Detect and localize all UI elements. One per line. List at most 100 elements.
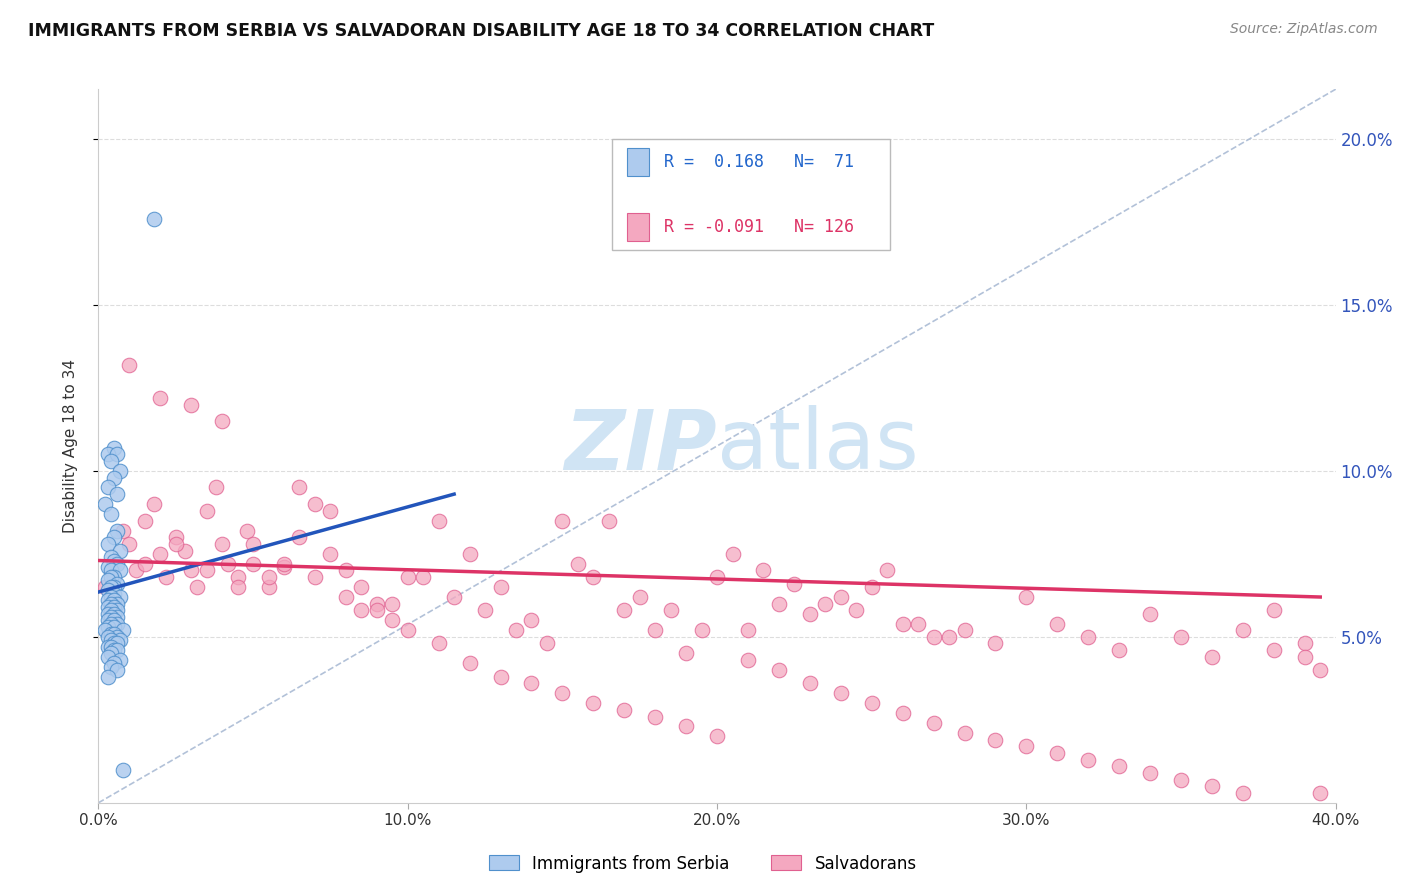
Point — [427, 636, 450, 650]
Point — [273, 560, 295, 574]
Point — [860, 580, 883, 594]
Point — [1201, 779, 1223, 793]
Point — [100, 640, 122, 654]
Point — [108, 590, 131, 604]
Point — [1139, 607, 1161, 621]
Point — [520, 676, 543, 690]
Point — [108, 653, 131, 667]
Point — [195, 564, 218, 578]
Point — [1077, 753, 1099, 767]
Point — [105, 597, 128, 611]
Point — [1046, 616, 1069, 631]
Point — [474, 603, 496, 617]
Point — [830, 590, 852, 604]
Point — [799, 607, 821, 621]
Point — [1294, 649, 1316, 664]
Point — [103, 613, 125, 627]
Point — [814, 597, 837, 611]
Point — [830, 686, 852, 700]
Point — [100, 633, 122, 648]
Point — [938, 630, 960, 644]
Point — [100, 507, 122, 521]
Point — [149, 391, 172, 405]
Point — [396, 570, 419, 584]
Point — [236, 524, 259, 538]
Point — [598, 514, 620, 528]
Point — [752, 564, 775, 578]
Point — [226, 570, 249, 584]
Point — [768, 663, 790, 677]
Point — [105, 636, 128, 650]
Point — [105, 663, 128, 677]
Point — [582, 570, 605, 584]
Point — [93, 497, 115, 511]
Point — [304, 497, 326, 511]
Point — [396, 624, 419, 638]
Point — [350, 580, 373, 594]
Point — [103, 580, 125, 594]
Point — [97, 599, 120, 614]
Point — [143, 497, 166, 511]
Point — [97, 447, 120, 461]
Point — [100, 616, 122, 631]
Point — [891, 616, 914, 631]
Point — [105, 643, 128, 657]
Point — [567, 557, 589, 571]
Point — [907, 616, 929, 631]
Point — [108, 464, 131, 478]
Point — [675, 719, 697, 733]
Point — [100, 590, 122, 604]
Point — [953, 624, 976, 638]
Point — [891, 706, 914, 721]
Point — [1201, 649, 1223, 664]
Point — [134, 557, 156, 571]
Point — [103, 530, 125, 544]
Point — [922, 716, 945, 731]
Point — [103, 657, 125, 671]
Point — [100, 580, 122, 594]
Point — [155, 570, 177, 584]
Point — [1170, 630, 1192, 644]
Point — [100, 610, 122, 624]
Point — [103, 626, 125, 640]
Point — [103, 570, 125, 584]
Point — [108, 543, 131, 558]
Point — [112, 624, 135, 638]
Point — [105, 576, 128, 591]
Point — [97, 607, 120, 621]
Point — [319, 504, 342, 518]
Text: R =  0.168   N=  71: R = 0.168 N= 71 — [664, 153, 853, 171]
Point — [350, 603, 373, 617]
Point — [97, 574, 120, 588]
Point — [105, 524, 128, 538]
Point — [613, 603, 636, 617]
Point — [100, 603, 122, 617]
Point — [1263, 603, 1285, 617]
Point — [100, 597, 122, 611]
Point — [783, 576, 806, 591]
Point — [134, 514, 156, 528]
Point — [768, 597, 790, 611]
FancyBboxPatch shape — [612, 139, 890, 250]
Point — [489, 670, 512, 684]
Point — [105, 603, 128, 617]
Point — [100, 647, 122, 661]
Point — [97, 583, 120, 598]
Point — [97, 649, 120, 664]
Point — [97, 481, 120, 495]
Point — [103, 587, 125, 601]
Point — [1309, 663, 1331, 677]
Point — [458, 657, 481, 671]
Point — [105, 557, 128, 571]
Point — [165, 530, 187, 544]
Point — [1232, 786, 1254, 800]
Point — [984, 732, 1007, 747]
Point — [195, 504, 218, 518]
Legend: Immigrants from Serbia, Salvadorans: Immigrants from Serbia, Salvadorans — [482, 848, 924, 880]
Point — [737, 653, 759, 667]
Point — [690, 624, 713, 638]
Point — [97, 670, 120, 684]
Point — [112, 763, 135, 777]
Point — [174, 543, 197, 558]
Point — [186, 580, 208, 594]
